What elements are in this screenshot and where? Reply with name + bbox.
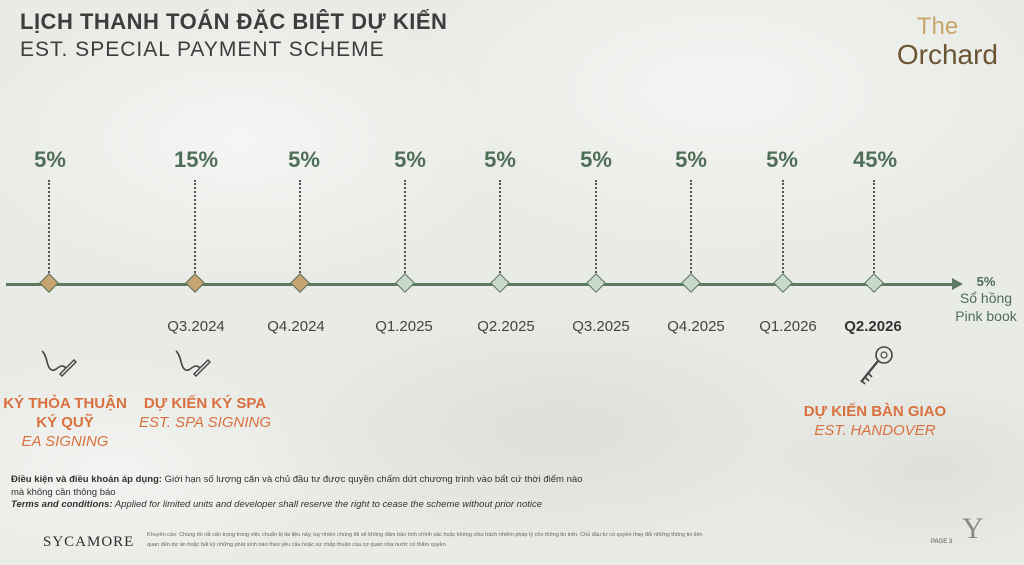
page-number: PAGE 3 [931,539,953,545]
signature-pen-icon [41,350,77,377]
milestone-connector [782,180,784,280]
terms-vn-text2: mà không cần thông báo [11,486,116,498]
terms-en-label: Terms and conditions: [11,499,113,510]
milestone-percent: 5% [580,147,612,172]
milestone-percent: 5% [288,147,320,172]
milestone-percent: 5% [484,147,516,172]
milestone-percent: 5% [675,147,707,172]
y-logo: Y [962,512,984,545]
logo-orchard: Orchard [896,39,998,70]
event-ea-signing: KÝ THỎA THUẬN KÝ QUỸ EA SIGNING [0,394,130,451]
event-handover-vn: DỰ KIẾN BÀN GIAO [803,403,947,420]
period-label: Q3.2025 [572,318,630,335]
milestone-percent: 5% [394,147,426,172]
milestone-marker [490,273,510,293]
page-title-en: EST. SPECIAL PAYMENT SCHEME [20,38,385,61]
terms-en-text: Applied for limited units and developer … [112,499,543,510]
period-label: Q4.2024 [267,318,325,335]
sycamore-logo: SYCAMORE [43,534,135,550]
milestone-marker [586,273,606,293]
pink-book-en: Pink book [955,308,1017,324]
terms-vn-text: Giới hạn số lượng căn và chủ đầu tư được… [161,474,583,485]
event-ea-vn-line2: KÝ QUỸ [36,414,94,431]
terms-vn: Điều kiện và điều khoản áp dụng: Giới hạ… [11,474,731,487]
milestone-percent: 45% [852,147,898,172]
event-spa-en: EST. SPA SIGNING [139,414,271,431]
milestone-connector [873,180,875,280]
disclaimer-line2: quan đến dự án hoặc bất kỳ những phát si… [147,542,446,548]
period-label: Q2.2026 [844,318,902,335]
signature-pen-icon [175,350,211,377]
milestone-connector [595,180,597,280]
period-label: Q2.2025 [477,318,535,335]
milestone-marker [773,273,793,293]
key-icon [860,346,893,385]
milestone-marker [681,273,701,293]
timeline-axis [6,283,956,286]
milestone-percent: 5% [766,147,798,172]
period-label: Q4.2025 [667,318,725,335]
the-orchard-logo: The Orchard [897,14,998,70]
milestone-connector [404,180,406,280]
disclaimer: Khuyến cáo: Chúng tôi rất cẩn trọng tron… [147,530,917,550]
event-ea-vn-line1: KÝ THỎA THUẬN [3,395,127,412]
milestone-connector [299,180,301,280]
milestone-connector [499,180,501,280]
pink-book-percent: 5% [976,274,996,289]
pink-book-vn: Sổ hồng [959,290,1013,306]
period-label: Q1.2026 [759,318,817,335]
pink-book-label: 5% Sổ hồng Pink book [948,274,1024,325]
event-spa-vn: DỰ KIẾN KÝ SPA [143,395,267,412]
timeline-arrow-icon [952,278,963,290]
milestone-marker [290,273,310,293]
terms-en: Terms and conditions: Applied for limite… [11,499,731,512]
logo-the: The [916,13,959,40]
event-handover: DỰ KIẾN BÀN GIAO EST. HANDOVER [795,402,955,440]
disclaimer-line1: Khuyến cáo: Chúng tôi rất cẩn trọng tron… [147,532,703,538]
milestone-percent: 5% [34,147,66,172]
milestone-marker [395,273,415,293]
event-ea-en: EA SIGNING [21,433,109,450]
terms-block: Điều kiện và điều khoản áp dụng: Giới hạ… [11,474,731,512]
milestone-connector [690,180,692,280]
milestone-marker [39,273,59,293]
milestone-marker [864,273,884,293]
milestone-marker [185,273,205,293]
milestone-percent: 15% [173,147,219,172]
period-label: Q3.2024 [167,318,225,335]
event-spa-signing: DỰ KIẾN KÝ SPA EST. SPA SIGNING [135,394,275,432]
milestone-connector [194,180,196,280]
terms-vn-label: Điều kiện và điều khoản áp dụng: [11,474,162,485]
page-title-vn: LỊCH THANH TOÁN ĐẶC BIỆT DỰ KIẾN [20,9,448,34]
period-label: Q1.2025 [375,318,433,335]
milestone-connector [48,180,50,280]
event-handover-en: EST. HANDOVER [814,422,936,439]
